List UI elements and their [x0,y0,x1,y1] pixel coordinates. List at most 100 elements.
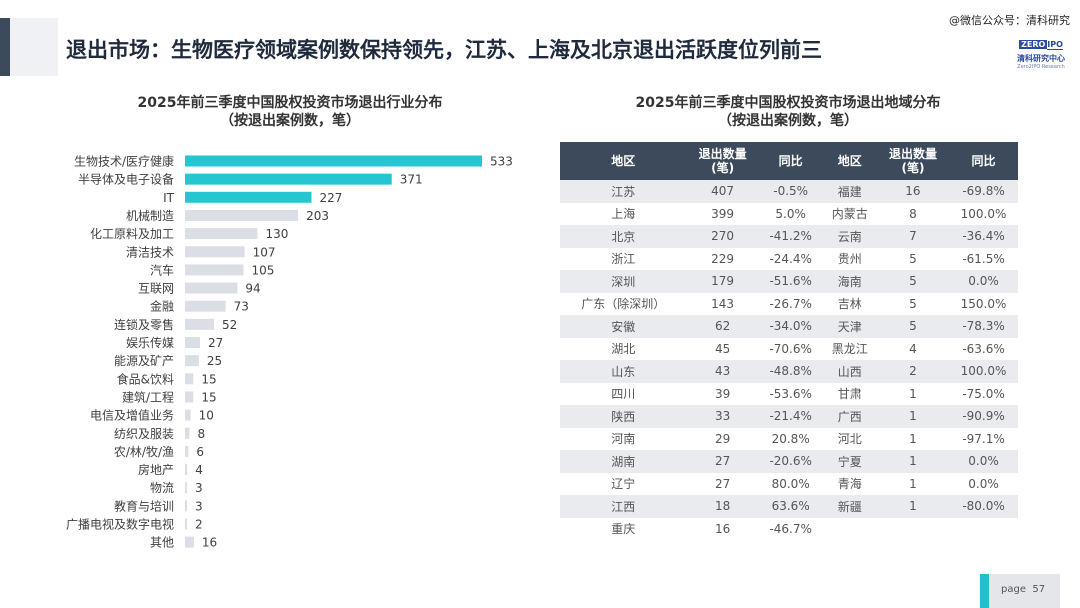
table-cell: 8 [876,202,950,225]
category-label: 教育与培训 [114,498,174,513]
table-cell: 辽宁 [560,472,687,495]
table-cell [949,517,1018,540]
table-cell: 贵州 [822,247,877,270]
table-cell: 20.8% [758,427,823,450]
table-cell: -75.0% [949,382,1018,405]
table-cell: 150.0% [949,292,1018,315]
page-number: 57 [1032,584,1046,595]
table-cell: 27 [686,472,759,495]
table-cell: 黑龙江 [822,337,877,360]
table-row: 辽宁 27 80.0% 青海 1 0.0% [560,472,1018,495]
table-cell: 陕西 [560,405,687,428]
table-cell: -61.5% [949,247,1018,270]
table-cell: 广东（除深圳） [560,292,687,315]
column-header: 地区 [822,142,877,180]
region-table: 地区 退出数量 (笔) 同比 地区 退出数量 (笔) 同比 江苏 407 -0.5% 福建 16-… [560,142,1018,540]
bar [185,155,482,167]
category-label: 互联网 [138,282,174,296]
category-label: 汽车 [150,262,174,277]
table-cell: 5.0% [758,202,823,225]
category-label: 娱乐传媒 [126,335,174,350]
bar [185,191,312,203]
logo-en: Zero2IPO Research [1017,64,1065,70]
value-label: 73 [234,300,249,314]
bar [185,300,226,312]
table-cell: 179 [686,270,759,293]
table-cell: -70.6% [758,337,823,360]
bar [185,318,214,330]
header-line: 同比 [778,154,803,168]
table-cell: 80.0% [758,472,823,495]
zero2ipo-logo: ZERO IPO 清科研究中心 Zero2IPO Research [1012,32,1070,70]
table-cell: 0.0% [949,450,1018,473]
table-row: 浙江 229 -24.4% 贵州 5 -61.5% [560,247,1018,270]
value-label: 6 [196,445,204,459]
table-cell: 18 [686,495,759,518]
category-label: 农/林/牧/渔 [114,445,174,459]
bar [185,264,244,276]
table-cell: 33 [686,405,759,428]
value-label: 27 [208,336,223,350]
table-cell: -20.6% [758,450,823,473]
table-row: 河南 29 20.8% 河北 1 -97.1% [560,427,1018,450]
table-cell: 229 [686,247,759,270]
category-label: 机械制造 [126,208,174,223]
column-header: 地区 [560,142,687,180]
table-cell: -26.7% [758,292,823,315]
category-label: 清洁技术 [126,245,174,259]
table-cell: 143 [686,292,759,315]
table-cell: -48.8% [758,360,823,383]
table-cell: 江西 [560,495,687,518]
table-cell: -69.8% [949,180,1018,203]
table-cell: 1 [876,450,950,473]
bar [185,373,194,385]
table-cell: 5 [876,270,950,293]
table-cell: 270 [686,225,759,248]
bar [185,228,258,240]
table-row: 湖南 27 -20.6% 宁夏 1 0.0% [560,450,1018,473]
table-cell: -41.2% [758,225,823,248]
table-cell: 重庆 [560,517,687,540]
category-label: 建筑/工程 [122,389,174,404]
table-cell: -21.4% [758,405,823,428]
table-cell: -34.0% [758,315,823,338]
page-title: 退出市场：生物医疗领域案例数保持领先，江苏、上海及北京退出活跃度位列前三 [66,38,822,62]
table-cell: 湖南 [560,450,687,473]
table-row: 江苏 407 -0.5% 福建 16 -69.8% [560,180,1018,203]
table-row: 深圳 179 -51.6% 海南 5 0.0% [560,270,1018,293]
value-label: 4 [195,463,203,477]
value-label: 15 [201,390,216,404]
value-label: 3 [195,499,203,513]
table-cell: 河南 [560,427,687,450]
value-label: 94 [245,282,260,296]
table-cell: 天津 [822,315,877,338]
bar [185,518,187,530]
column-header: 退出数量 (笔) [876,142,950,180]
table-cell: 1 [876,495,950,518]
table-cell: 1 [876,472,950,495]
table-row: 广东（除深圳） 143 -26.7% 吉林 5 150.0% [560,292,1018,315]
table-cell: 1 [876,405,950,428]
table-cell: 45 [686,337,759,360]
bar [185,427,190,439]
table-row: 上海 399 5.0% 内蒙古 8 100.0% [560,202,1018,225]
table-cell: 399 [686,202,759,225]
table-cell: 甘肃 [822,382,877,405]
table-cell: -36.4% [949,225,1018,248]
table-cell: -46.7% [758,517,823,540]
category-label: IT [163,191,175,205]
table-cell: 43 [686,360,759,383]
table-row: 安徽 62 -34.0% 天津 5 -78.3% [560,315,1018,338]
value-label: 3 [195,481,203,495]
table-cell: 0.0% [949,472,1018,495]
table-cell: -63.6% [949,337,1018,360]
table-cell: 吉林 [822,292,877,315]
table-cell: 上海 [560,202,687,225]
header-line: 地区 [611,154,636,168]
logo-cn: 清科研究中心 [1017,54,1065,63]
bar [185,445,189,457]
table-cell: 广西 [822,405,877,428]
value-label: 107 [253,245,276,259]
table-cell: 27 [686,450,759,473]
table-cell: 29 [686,427,759,450]
